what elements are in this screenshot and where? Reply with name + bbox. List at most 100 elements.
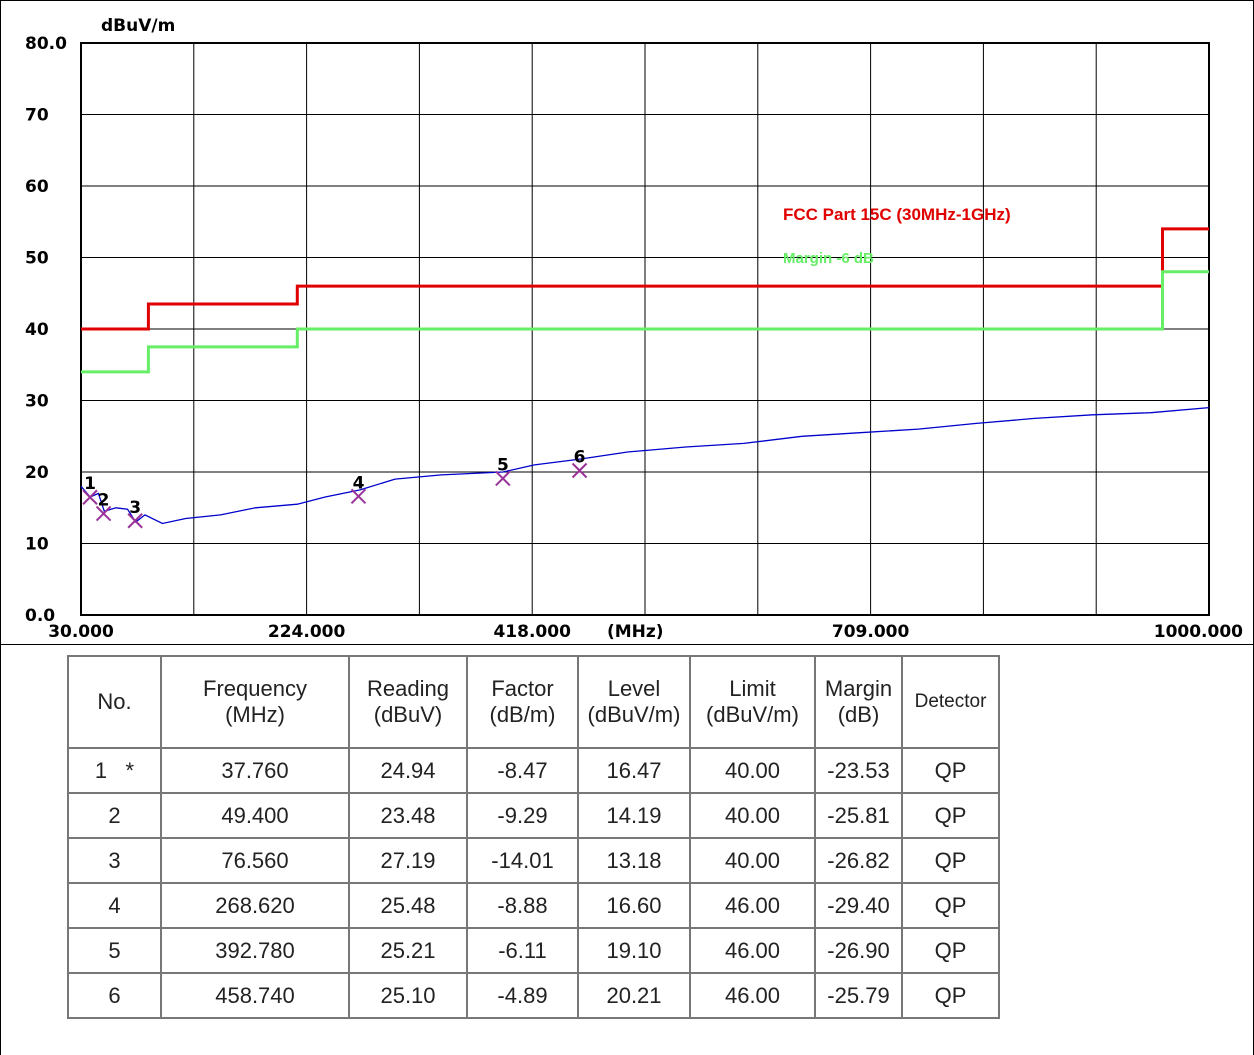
x-tick-label: 1000.000 <box>1154 622 1243 642</box>
table-row: 6 458.740 25.10 -4.89 20.21 46.00 -25.79 QP <box>67 972 1000 1019</box>
chart-panel: 0.0 10 20 30 40 50 60 70 80.0 dBuV/m 30.000 224.000… <box>0 0 1254 645</box>
y-tick-label: 10 <box>25 535 49 555</box>
marker-x <box>495 470 511 487</box>
measurement-trace <box>80 406 1210 525</box>
y-tick-label: 0.0 <box>25 606 55 626</box>
table-row: 2 49.400 23.48 -9.29 14.19 40.00 -25.81 QP <box>67 792 1000 839</box>
x-tick-label: 224.000 <box>268 622 346 642</box>
table-cell: -26.90 <box>814 927 903 974</box>
marker-label: 1 <box>84 474 96 494</box>
marker-x <box>571 462 588 479</box>
table-cell: 392.780 <box>160 927 350 974</box>
x-unit-label: (MHz) <box>607 622 664 642</box>
table-cell: 46.00 <box>689 972 816 1019</box>
table-cell: 13.18 <box>577 837 691 884</box>
table-header-row: No. Frequency (MHz) Reading (dBuV) Factor(… <box>67 655 1000 749</box>
y-tick-label: 20 <box>25 463 49 483</box>
marker-label: 2 <box>98 491 110 511</box>
marker-x <box>350 488 367 505</box>
header-margin: Margin (dB) <box>814 655 903 749</box>
table-cell: 6 <box>67 972 162 1019</box>
table-cell: 25.48 <box>348 882 468 929</box>
table-cell: 49.400 <box>160 792 350 839</box>
emission-chart: 0.0 10 20 30 40 50 60 70 80.0 dBuV/m 30.000 224.000… <box>25 16 1243 642</box>
margin-line <box>81 270 1209 374</box>
table-cell: 458.740 <box>160 972 350 1019</box>
marker-label: 5 <box>497 455 509 475</box>
header-detector: Detector <box>901 655 1000 749</box>
table-cell: -8.88 <box>466 882 579 929</box>
table-cell: QP <box>901 837 1000 884</box>
table-cell: -29.40 <box>814 882 903 929</box>
table-cell: 2 <box>67 792 162 839</box>
table-row: 5 392.780 25.21 -6.11 19.10 46.00 -26.90 QP <box>67 927 1000 974</box>
table-cell: 40.00 <box>689 792 816 839</box>
table-cell: 16.47 <box>577 747 691 794</box>
table-cell: 46.00 <box>689 927 816 974</box>
y-tick-label: 80.0 <box>25 34 67 54</box>
table-cell: 24.94 <box>348 747 468 794</box>
marker-x <box>82 489 98 505</box>
table-cell: -23.53 <box>814 747 903 794</box>
marker-label: 3 <box>129 498 141 518</box>
legend-limit-label: FCC Part 15C (30MHz-1GHz) <box>783 205 1011 224</box>
header-level: Level (dBuV/m) <box>577 655 691 749</box>
x-tick-label: 30.000 <box>48 622 114 642</box>
table-cell: 268.620 <box>160 882 350 929</box>
table-cell: 19.10 <box>577 927 691 974</box>
y-tick-label: 40 <box>25 320 49 340</box>
y-tick-label: 30 <box>25 392 49 412</box>
table-cell: QP <box>901 972 1000 1019</box>
y-tick-label: 50 <box>25 249 49 269</box>
y-tick-label: 70 <box>25 106 49 126</box>
table-cell: 27.19 <box>348 837 468 884</box>
legend-margin-label: Margin -6 dB <box>783 250 874 267</box>
table-cell: -6.11 <box>466 927 579 974</box>
limit-line <box>81 227 1209 331</box>
y-tick-label: 60 <box>25 177 49 197</box>
results-table: No. Frequency (MHz) Reading (dBuV) Factor(… <box>67 655 1000 1019</box>
table-row: 3 76.560 27.19 -14.01 13.18 40.00 -26.82 QP <box>67 837 1000 884</box>
table-cell: -26.82 <box>814 837 903 884</box>
table-cell: -25.81 <box>814 792 903 839</box>
table-cell: 16.60 <box>577 882 691 929</box>
x-tick-label: 418.000 <box>493 622 571 642</box>
table-cell: 37.760 <box>160 747 350 794</box>
table-cell: QP <box>901 747 1000 794</box>
table-cell: 76.560 <box>160 837 350 884</box>
header-factor: Factor (dB/m) <box>466 655 579 749</box>
header-frequency: Frequency (MHz) <box>160 655 350 749</box>
table-cell: -9.29 <box>466 792 579 839</box>
header-no: No. <box>67 655 162 749</box>
marker-label: 6 <box>574 447 586 467</box>
marker-x <box>95 505 112 522</box>
header-limit: Limit (dBuV/m) <box>689 655 816 749</box>
table-cell: QP <box>901 792 1000 839</box>
table-cell: -8.47 <box>466 747 579 794</box>
table-cell: -4.89 <box>466 972 579 1019</box>
marker-x <box>127 513 143 529</box>
header-reading: Reading (dBuV) <box>348 655 468 749</box>
x-tick-label: 709.000 <box>832 622 910 642</box>
table-cell: 3 <box>67 837 162 884</box>
table-cell: 1 * <box>67 747 162 794</box>
table-cell: 25.21 <box>348 927 468 974</box>
table-row: 4 268.620 25.48 -8.88 16.60 46.00 -29.40 QP <box>67 882 1000 929</box>
table-cell: 23.48 <box>348 792 468 839</box>
results-table-panel: No. Frequency (MHz) Reading (dBuV) Factor(… <box>0 645 1254 1055</box>
table-cell: 20.21 <box>577 972 691 1019</box>
table-cell: -25.79 <box>814 972 903 1019</box>
table-cell: 5 <box>67 927 162 974</box>
table-cell: 25.10 <box>348 972 468 1019</box>
table-cell: 14.19 <box>577 792 691 839</box>
table-cell: QP <box>901 882 1000 929</box>
table-cell: QP <box>901 927 1000 974</box>
y-unit-label: dBuV/m <box>101 16 175 36</box>
table-cell: -14.01 <box>466 837 579 884</box>
marker-label: 4 <box>353 473 365 493</box>
table-cell: 4 <box>67 882 162 929</box>
table-body: 1 * 37.760 24.94 -8.47 16.47 40.00 -23.53 QP 2 49… <box>67 747 1000 1019</box>
table-cell: 46.00 <box>689 882 816 929</box>
table-cell: 40.00 <box>689 747 816 794</box>
table-cell: 40.00 <box>689 837 816 884</box>
